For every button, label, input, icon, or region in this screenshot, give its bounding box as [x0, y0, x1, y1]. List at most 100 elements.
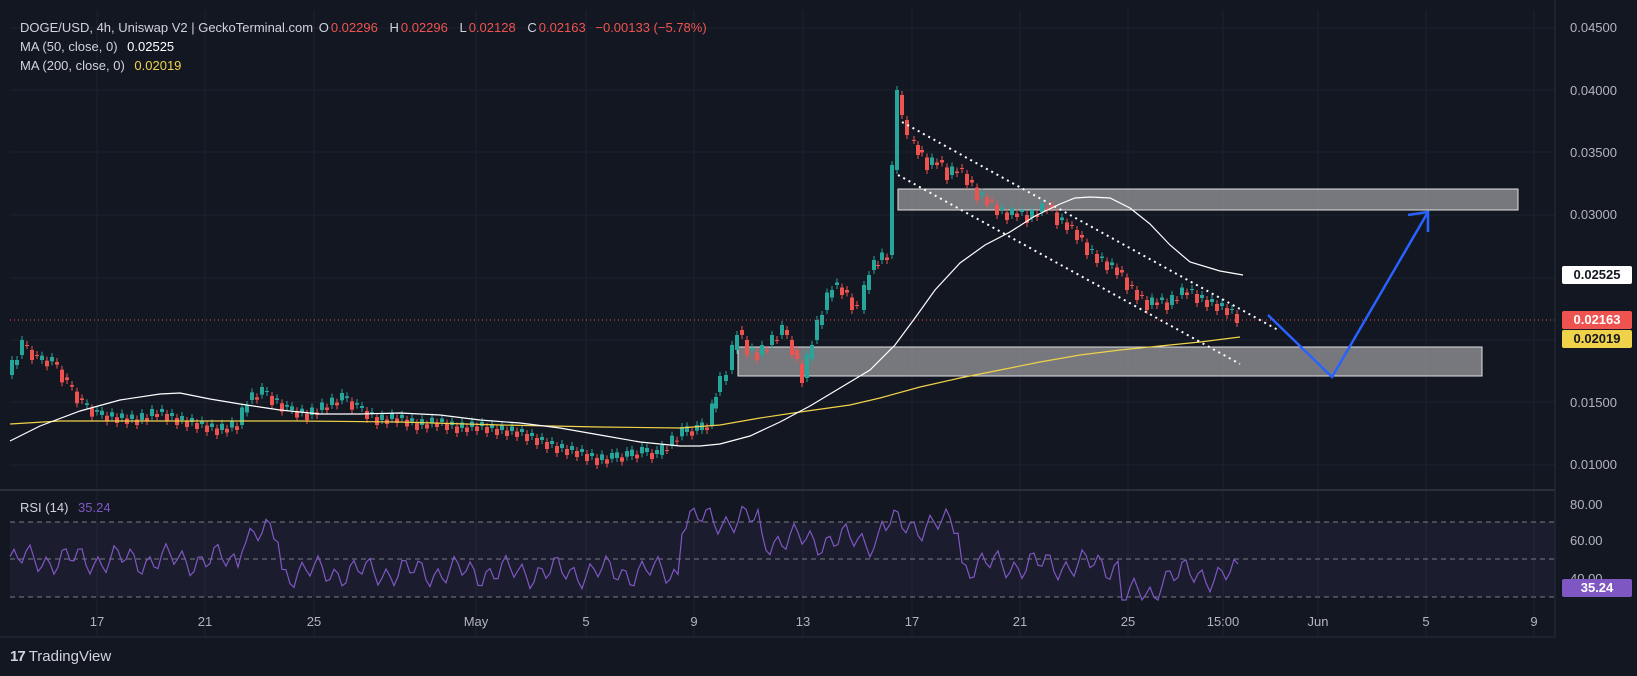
ma200-legend[interactable]: MA (200, close, 0) 0.02019: [20, 58, 183, 73]
candle-body: [1050, 205, 1054, 208]
time-tick: 17: [904, 614, 920, 629]
candle-body: [35, 355, 39, 356]
candle-body: [185, 421, 189, 427]
candle-body: [200, 420, 204, 424]
candle-body: [890, 165, 894, 255]
price-tick: 0.01000: [1570, 457, 1617, 472]
candle-body: [1235, 314, 1239, 323]
candle-body: [85, 403, 89, 405]
candle-body: [1175, 300, 1179, 301]
candle-body: [690, 431, 694, 436]
high-value: 0.02296: [400, 20, 448, 35]
symbol-title: DOGE/USD, 4h, Uniswap V2 | GeckoTerminal…: [20, 20, 314, 35]
candle-body: [1070, 225, 1074, 226]
candle-body: [750, 347, 754, 350]
candle-body: [335, 402, 339, 406]
candle-body: [655, 450, 659, 454]
candle-body: [255, 397, 259, 400]
change-value: −0.00133 (−5.78%): [595, 20, 707, 35]
candle-body: [880, 252, 884, 260]
candle-body: [905, 120, 909, 135]
candle-body: [1010, 208, 1014, 215]
tradingview-logo-icon: 17: [10, 648, 26, 665]
rsi-line: [9, 505, 1239, 602]
candle-body: [1020, 210, 1024, 212]
candle-body: [916, 145, 920, 155]
candle-body: [995, 205, 999, 215]
rsi-legend[interactable]: RSI (14) 35.24: [20, 500, 113, 515]
candle-body: [220, 423, 224, 430]
candle-body: [170, 413, 174, 416]
candle-body: [15, 360, 19, 365]
candle-body: [615, 452, 619, 458]
candle-body: [510, 426, 514, 431]
candle-body: [445, 423, 449, 430]
candle-body: [695, 425, 699, 431]
candle-body: [405, 419, 409, 427]
candle-body: [190, 418, 194, 422]
candle-body: [785, 330, 789, 335]
candle-body: [495, 429, 499, 435]
rsi-label: RSI (14): [20, 500, 69, 515]
rsi-band: [10, 522, 1555, 597]
high-label: H: [389, 20, 399, 35]
candle-body: [930, 157, 934, 165]
price-tick: 0.03000: [1570, 207, 1617, 222]
candle-body: [800, 364, 804, 383]
candle-body: [970, 180, 974, 183]
candle-body: [775, 340, 779, 341]
candle-body: [245, 405, 249, 413]
candle-body: [50, 357, 54, 362]
candle-body: [570, 446, 574, 450]
candle-body: [55, 362, 59, 365]
candle-body: [165, 414, 169, 421]
candle-body: [1060, 217, 1064, 220]
candle-body: [900, 95, 904, 115]
candle-body: [145, 418, 149, 421]
candle-body: [940, 160, 944, 163]
price-tick: 0.04500: [1570, 20, 1617, 35]
candle-body: [1220, 303, 1224, 306]
candle-body: [475, 426, 479, 431]
candle-body: [1065, 222, 1069, 230]
ma200-label: MA (200, close, 0): [20, 58, 125, 73]
candle-body: [25, 345, 29, 346]
candle-body: [565, 449, 569, 455]
candle-body: [370, 412, 374, 414]
candle-body: [745, 340, 749, 355]
projection-arrowhead: [1407, 210, 1430, 232]
time-tick: 9: [690, 614, 698, 629]
candle-body: [1135, 290, 1139, 300]
candle-body: [1230, 309, 1234, 310]
candle-body: [545, 442, 549, 449]
time-tick: Jun: [1307, 614, 1329, 629]
candle-body: [735, 335, 739, 350]
candle-body: [1215, 304, 1219, 311]
candle-body: [724, 375, 728, 381]
resistance-zone[interactable]: [897, 188, 1519, 211]
candle-body: [665, 450, 669, 451]
candle-body: [1145, 300, 1149, 310]
candle-body: [260, 387, 264, 395]
candle-body: [225, 428, 229, 433]
candle-body: [920, 150, 924, 153]
candle-body: [1080, 235, 1084, 238]
candle-body: [80, 398, 84, 400]
candle-body: [155, 414, 159, 417]
candle-body: [95, 410, 99, 412]
symbol-legend[interactable]: DOGE/USD, 4h, Uniswap V2 | GeckoTerminal…: [20, 20, 709, 35]
ma50-legend[interactable]: MA (50, close, 0) 0.02525: [20, 39, 176, 54]
tradingview-brand[interactable]: 17 TradingView: [10, 648, 111, 665]
candle-body: [1190, 289, 1194, 290]
candle-body: [115, 417, 119, 423]
candle-body: [10, 360, 14, 375]
candle-body: [815, 320, 819, 340]
candle-body: [595, 458, 599, 465]
candle-body: [912, 140, 916, 141]
projection-path[interactable]: [1267, 211, 1430, 380]
candle-body: [945, 167, 949, 180]
time-tick: May: [463, 614, 489, 629]
candle-body: [960, 168, 964, 169]
candle-body: [675, 440, 679, 442]
